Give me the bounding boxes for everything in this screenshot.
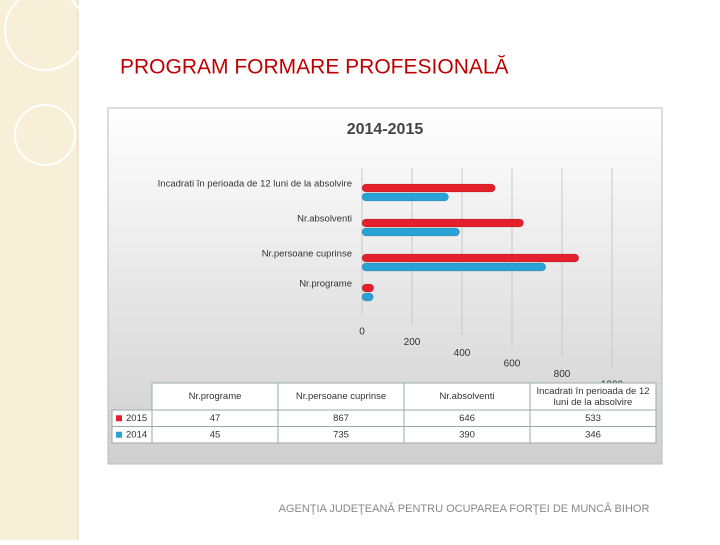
bar: [361, 192, 449, 202]
x-tick-label: 600: [504, 358, 521, 369]
table-value: 533: [585, 413, 601, 424]
y-tick-label: Nr.persoane cuprinse: [262, 249, 352, 260]
legend-swatch: [116, 431, 122, 438]
table-value: 47: [210, 413, 221, 424]
decor-circle: [4, 0, 86, 71]
table-header: Nr.absolventi: [440, 391, 495, 402]
table-header-cell: [277, 382, 405, 411]
bar: [361, 183, 496, 193]
table-header: Nr.programe: [189, 391, 242, 402]
table-value: 45: [210, 429, 221, 440]
table-value: 346: [585, 429, 601, 440]
footer: AGENŢIA JUDEŢEANĂ PENTRU OCUPAREA FORŢEI…: [279, 502, 650, 515]
x-tick-label: 800: [554, 369, 571, 380]
y-tick-label: Nr.absolventi: [297, 214, 352, 225]
table-header: Nr.persoane cuprinse: [296, 391, 386, 402]
table-value: 646: [459, 413, 475, 424]
bar: [361, 218, 524, 228]
legend-label: 2014: [126, 429, 147, 440]
legend-label: 2015: [126, 413, 147, 424]
table-value: 390: [459, 429, 475, 440]
side-strip: [0, 0, 78, 540]
x-tick-label: 0: [359, 327, 365, 338]
bar: [361, 262, 546, 272]
decor-circle: [14, 104, 76, 166]
y-tick-label: Nr.programe: [299, 279, 352, 290]
table-header: Incadrati în perioada de 12 luni de la ab…: [536, 386, 649, 408]
x-tick-label: 200: [404, 337, 421, 348]
bar: [361, 283, 374, 293]
slide-title: PROGRAM FORMARE PROFESIONALĂ: [120, 56, 509, 79]
bar: [361, 227, 460, 237]
table-cell: [529, 426, 657, 444]
bar: [361, 292, 374, 302]
legend-swatch: [116, 415, 122, 422]
chart-title: 2014-2015: [347, 121, 424, 138]
table-header-cell: [529, 382, 657, 411]
table-value: 735: [333, 429, 349, 440]
x-tick-label: 400: [454, 348, 471, 359]
y-tick-label: Incadrati în perioada de 12 luni de la a…: [158, 179, 352, 190]
bar: [361, 253, 579, 263]
table-value: 867: [333, 413, 349, 424]
